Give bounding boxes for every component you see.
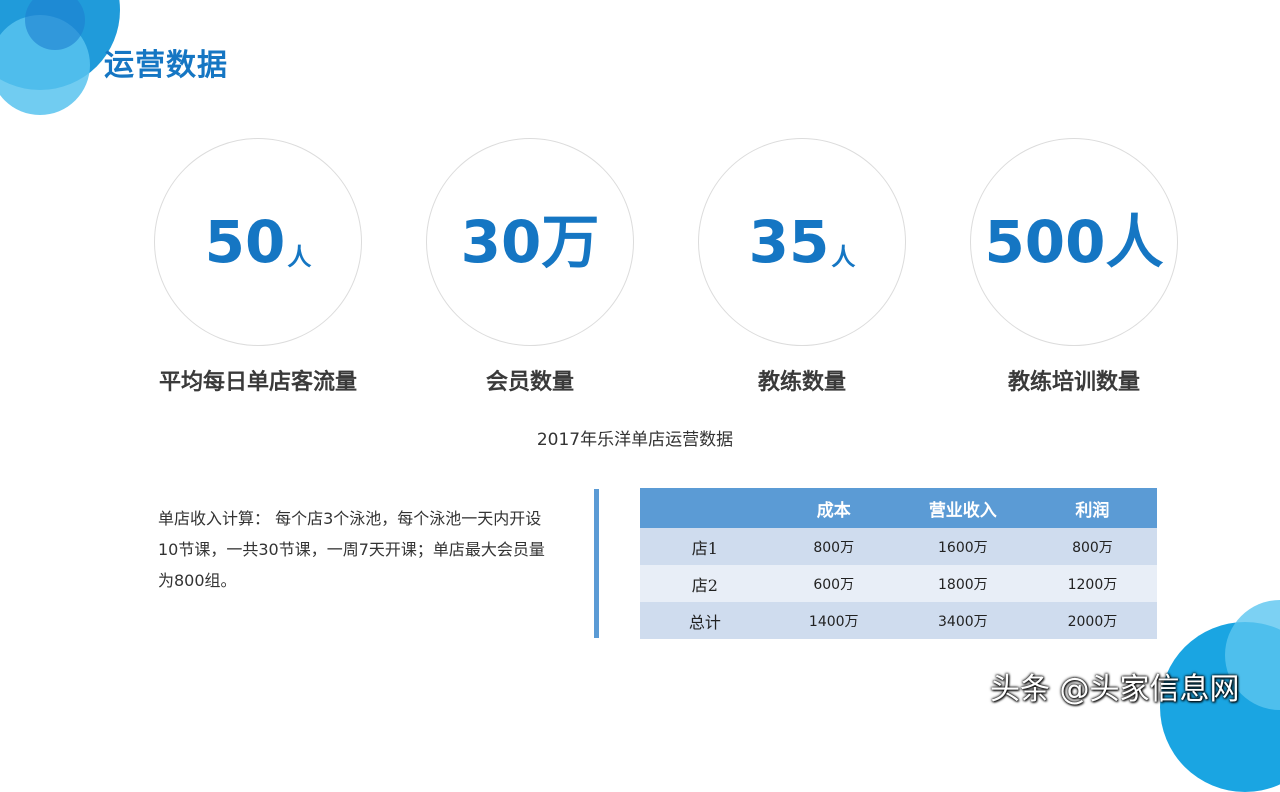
table-cell: 3400万 (897, 602, 1028, 639)
metric-value: 50 (204, 208, 286, 276)
table-row: 店1 800万 1600万 800万 (640, 528, 1157, 565)
table-cell: 600万 (769, 565, 898, 602)
table-header-cell (640, 488, 770, 528)
metric-label: 平均每日单店客流量 (158, 370, 357, 395)
metric-unit: 人 (287, 242, 312, 271)
metric-circle: 30万 (426, 138, 634, 346)
metric-circle: 500人 (970, 138, 1178, 346)
table-header-row: 成本 营业收入 利润 (640, 488, 1157, 528)
table-row-label: 总计 (640, 602, 770, 639)
metric-value: 500人 (984, 208, 1164, 276)
table-cell: 2000万 (1027, 602, 1157, 639)
table-header-cell: 成本 (769, 488, 898, 528)
table-cell: 1600万 (897, 528, 1028, 565)
revenue-description: 单店收入计算： 每个店3个泳池，每个泳池一天内开设10节课，一共30节课，一周7… (158, 509, 545, 590)
metric-value: 30万 (460, 208, 600, 276)
table-row: 店2 600万 1800万 1200万 (640, 565, 1157, 602)
decor-circle-top-left-small (25, 0, 85, 50)
table-header-cell: 利润 (1027, 488, 1157, 528)
vertical-divider (594, 489, 599, 638)
metric-members: 30万 会员数量 (390, 138, 670, 398)
metric-value: 35 (748, 208, 830, 276)
table-cell: 1200万 (1027, 565, 1157, 602)
metric-circle: 50 人 (154, 138, 362, 346)
metric-daily-traffic: 50 人 平均每日单店客流量 (118, 138, 398, 398)
table-header-cell: 营业收入 (897, 488, 1028, 528)
metric-coach-training: 500人 教练培训数量 (934, 138, 1214, 398)
metric-label: 教练数量 (757, 370, 846, 395)
table-cell: 800万 (769, 528, 898, 565)
watermark: 头条 @头家信息网 (990, 672, 1240, 707)
metric-circle: 35 人 (698, 138, 906, 346)
metric-unit: 人 (831, 242, 856, 271)
table-row-label: 店1 (640, 528, 770, 565)
table-cell: 1400万 (769, 602, 898, 639)
table-row: 总计 1400万 3400万 2000万 (640, 602, 1157, 639)
metric-label: 会员数量 (485, 370, 574, 395)
section-subtitle: 2017年乐洋单店运营数据 (536, 430, 734, 450)
page-title: 运营数据 (104, 48, 228, 83)
table-row-label: 店2 (640, 565, 770, 602)
table-cell: 1800万 (897, 565, 1028, 602)
metric-label: 教练培训数量 (1007, 370, 1140, 395)
operations-table: 成本 营业收入 利润 店1 800万 1600万 800万 店2 600万 18… (640, 488, 1157, 639)
table-cell: 800万 (1027, 528, 1157, 565)
metric-coaches: 35 人 教练数量 (662, 138, 942, 398)
